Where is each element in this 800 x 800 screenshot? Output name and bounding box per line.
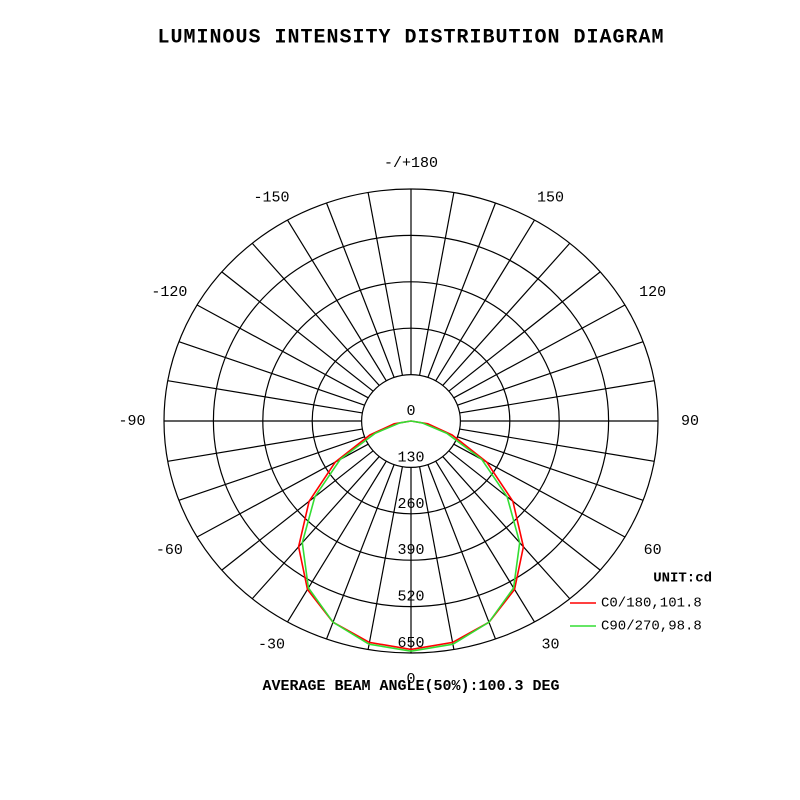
grid-spoke [418, 192, 455, 376]
r-tick-label: 0 [406, 403, 415, 420]
grid-spoke [448, 271, 601, 392]
grid-spoke [286, 219, 387, 382]
grid-spoke [178, 341, 365, 406]
annotation: AVERAGE BEAM ANGLE(50%):100.3 DEG [262, 678, 559, 695]
angle-tick-label: -/+180 [384, 155, 438, 172]
grid-spoke [459, 428, 655, 462]
grid-spoke [178, 436, 365, 501]
grid-spoke [457, 436, 644, 501]
grid-spoke [459, 380, 655, 414]
legend-title: UNIT:cd [653, 571, 712, 587]
angle-tick-label: 90 [681, 413, 699, 430]
angle-tick-label: -90 [118, 413, 145, 430]
legend-label: C90/270,98.8 [601, 619, 702, 635]
grid-spoke [435, 460, 536, 623]
chart-title: LUMINOUS INTENSITY DISTRIBUTION DIAGRAM [157, 26, 664, 49]
grid-spoke [435, 219, 536, 382]
angle-tick-label: 60 [644, 542, 662, 559]
grid-spoke [367, 192, 404, 376]
angle-tick-label: 150 [537, 190, 564, 207]
grid-spoke [251, 242, 380, 386]
grid-spoke [167, 428, 363, 462]
angle-tick-label: 120 [639, 284, 666, 301]
grid-spoke [418, 466, 455, 650]
grid-spoke [448, 450, 601, 571]
grid-spoke [196, 304, 369, 399]
angle-tick-label: -60 [156, 542, 183, 559]
angle-tick-label: -150 [253, 190, 289, 207]
intensity-curve [301, 420, 521, 653]
r-tick-label: 130 [397, 449, 424, 466]
grid-spoke [221, 450, 374, 571]
angle-tick-label: -120 [151, 284, 187, 301]
grid-spoke [251, 456, 380, 600]
grid-spoke [325, 464, 395, 640]
grid-spoke [167, 380, 363, 414]
grid-spoke [427, 202, 497, 378]
legend-label: C0/180,101.8 [601, 596, 702, 612]
grid-spoke [442, 456, 571, 600]
angle-tick-label: -30 [258, 636, 285, 653]
grid-spoke [453, 304, 626, 399]
grid-spoke [221, 271, 374, 392]
angle-tick-label: 30 [541, 636, 559, 653]
grid-spoke [442, 242, 571, 386]
grid-spoke [427, 464, 497, 640]
grid-spoke [457, 341, 644, 406]
grid-spoke [367, 466, 404, 650]
angle-tick-label: 0 [406, 671, 415, 688]
intensity-curve [297, 420, 525, 651]
grid-spoke [286, 460, 387, 623]
grid-spoke [325, 202, 395, 378]
